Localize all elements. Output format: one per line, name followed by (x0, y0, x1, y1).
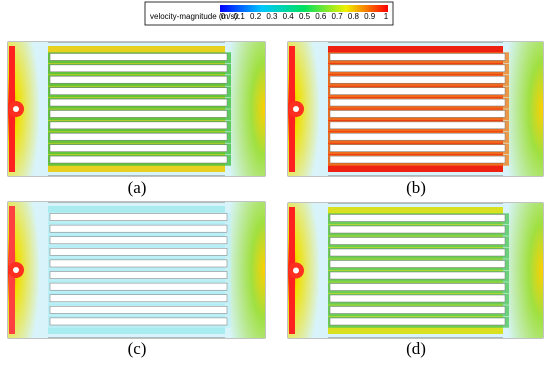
legend-title: velocity-magnitude (m/s): (150, 12, 239, 21)
inlet-core (13, 106, 19, 112)
panel: (d) (287, 202, 544, 358)
outlet-chamber (225, 42, 265, 176)
plate (329, 110, 506, 118)
plate (329, 237, 506, 245)
plate (329, 225, 506, 234)
plate (329, 214, 506, 222)
plate (329, 98, 506, 107)
colorbar-tick: 0 (221, 12, 226, 21)
plate (49, 271, 228, 279)
panel: (a) (7, 41, 266, 197)
panel-label: (a) (128, 178, 147, 197)
plate (49, 248, 228, 256)
plate (49, 294, 228, 303)
colorbar-tick: 0.9 (364, 12, 376, 21)
plate (329, 121, 506, 130)
inlet-core (293, 106, 299, 112)
plate (49, 144, 228, 152)
outlet-chamber (503, 42, 543, 176)
plate (49, 213, 228, 221)
plate (329, 271, 506, 280)
plate (329, 260, 506, 268)
colorbar-tick: 1 (384, 12, 389, 21)
plate (49, 155, 228, 164)
plate (49, 236, 228, 245)
plate (49, 53, 228, 61)
colorbar-tick: 0.3 (266, 12, 278, 21)
plate (49, 98, 228, 107)
plate (329, 87, 506, 95)
plate (329, 248, 506, 257)
panel: (b) (287, 41, 544, 197)
outlet-chamber (225, 202, 265, 338)
plate (329, 306, 506, 314)
colorbar-tick: 0.2 (250, 12, 262, 21)
plate (329, 76, 506, 84)
colorbar-tick: 0.6 (315, 12, 327, 21)
plate (329, 317, 506, 326)
plate (49, 121, 228, 130)
plate (329, 155, 506, 164)
colorbar-tick: 0.1 (234, 12, 246, 21)
plate (49, 259, 228, 268)
colorbar-tick: 0.7 (332, 12, 344, 21)
colorbar-tick: 0.8 (348, 12, 360, 21)
plate (329, 53, 506, 61)
plate (49, 224, 228, 233)
plate (329, 144, 506, 152)
inlet-core (293, 267, 299, 274)
colorbar (220, 5, 388, 12)
colorbar-tick: 0.4 (283, 12, 295, 21)
plate (49, 110, 228, 118)
plate (49, 76, 228, 84)
plate (329, 64, 506, 73)
panel: (c) (7, 201, 266, 358)
panel-label: (d) (406, 339, 426, 358)
plate (49, 87, 228, 95)
panel-label: (b) (406, 178, 426, 197)
plate (49, 306, 228, 314)
outlet-chamber (503, 203, 543, 338)
plate (329, 294, 506, 303)
plate (329, 283, 506, 291)
plate (329, 133, 506, 141)
plate (49, 133, 228, 141)
plate (49, 282, 228, 291)
colorbar-tick: 0.5 (299, 12, 311, 21)
inlet-core (13, 267, 19, 273)
plate (49, 317, 228, 326)
plate (49, 64, 228, 73)
panel-label: (c) (128, 339, 147, 358)
